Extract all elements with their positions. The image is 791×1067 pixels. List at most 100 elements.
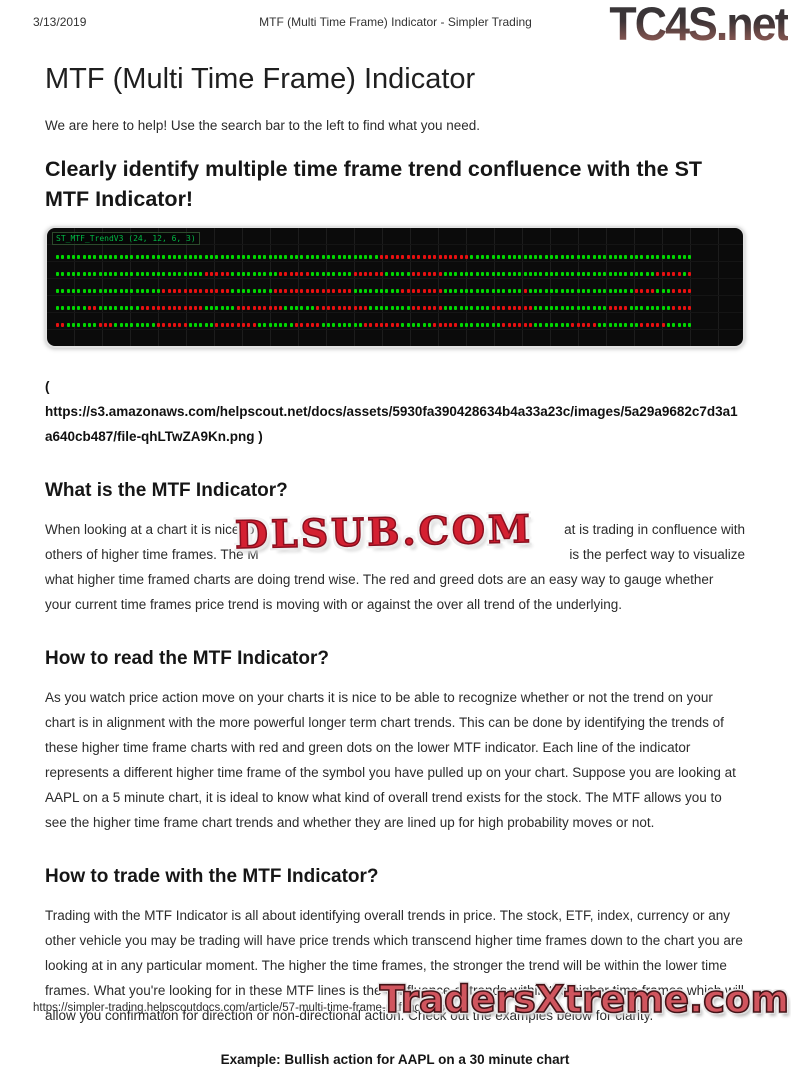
green-trend-dot	[560, 255, 564, 259]
green-trend-dot	[581, 306, 585, 310]
green-trend-dot	[119, 272, 123, 276]
green-trend-dot	[358, 255, 362, 259]
green-trend-dot	[215, 306, 219, 310]
red-trend-dot	[311, 323, 314, 327]
red-trend-dot	[98, 323, 102, 327]
green-trend-dot	[247, 255, 251, 259]
red-trend-dot	[215, 323, 219, 327]
red-trend-dot	[342, 289, 346, 293]
green-trend-dot	[119, 306, 123, 310]
green-trend-dot	[571, 272, 575, 276]
green-trend-dot	[289, 323, 293, 327]
green-trend-dot	[502, 272, 506, 276]
red-trend-dot	[507, 323, 511, 327]
green-trend-dot	[624, 323, 628, 327]
red-trend-dot	[326, 306, 330, 310]
green-trend-dot	[311, 272, 314, 276]
red-trend-dot	[226, 272, 229, 276]
green-trend-dot	[651, 255, 654, 259]
red-trend-dot	[401, 289, 405, 293]
green-trend-dot	[550, 306, 554, 310]
green-trend-dot	[353, 255, 357, 259]
red-trend-dot	[438, 323, 442, 327]
green-trend-dot	[109, 289, 113, 293]
red-trend-dot	[353, 306, 357, 310]
link-line[interactable]: https://s3.amazonaws.com/helpscout.net/d…	[45, 404, 738, 419]
green-trend-dot	[263, 272, 267, 276]
green-trend-dot	[645, 255, 649, 259]
green-trend-dot	[401, 306, 405, 310]
green-trend-dot	[544, 306, 548, 310]
green-trend-dot	[337, 323, 341, 327]
green-trend-dot	[130, 289, 134, 293]
red-trend-dot	[210, 289, 214, 293]
green-trend-dot	[87, 323, 91, 327]
red-trend-dot	[167, 323, 171, 327]
green-trend-dot	[146, 255, 150, 259]
red-trend-dot	[417, 289, 421, 293]
red-trend-dot	[661, 323, 665, 327]
tradersxtreme-watermark-logo: TradersXtreme.com	[379, 977, 790, 1022]
section-what-is-paragraph: DLSUB.COM When looking at a chart it is …	[45, 505, 745, 617]
paragraph-line: others of higher time frames. The M is t…	[45, 542, 745, 567]
green-trend-dot	[544, 289, 548, 293]
green-trend-dot	[151, 323, 155, 327]
red-trend-dot	[364, 272, 368, 276]
red-trend-dot	[443, 255, 447, 259]
green-trend-dot	[566, 289, 569, 293]
red-trend-dot	[459, 255, 463, 259]
green-trend-dot	[114, 306, 118, 310]
green-trend-dot	[629, 289, 633, 293]
red-trend-dot	[433, 272, 437, 276]
red-trend-dot	[608, 306, 612, 310]
link-line[interactable]: a640cb487/file-qhLTwZA9Kn.png )	[45, 429, 263, 444]
green-trend-dot	[390, 306, 394, 310]
green-trend-dot	[156, 289, 160, 293]
green-trend-dot	[619, 272, 623, 276]
green-trend-dot	[71, 255, 75, 259]
green-trend-dot	[167, 272, 171, 276]
red-trend-dot	[337, 306, 341, 310]
red-trend-dot	[284, 272, 288, 276]
red-trend-dot	[443, 323, 447, 327]
green-trend-dot	[295, 306, 299, 310]
green-trend-dot	[507, 255, 511, 259]
section-heading-what-is: What is the MTF Indicator?	[45, 480, 288, 501]
green-trend-dot	[613, 323, 617, 327]
green-trend-dot	[475, 255, 479, 259]
red-trend-dot	[204, 289, 208, 293]
green-trend-dot	[443, 306, 447, 310]
green-trend-dot	[87, 272, 91, 276]
line-fragment-right: at is trading in confluence with	[564, 522, 745, 537]
green-trend-dot	[406, 323, 410, 327]
red-trend-dot	[183, 323, 187, 327]
red-trend-dot	[449, 255, 453, 259]
green-trend-dot	[581, 289, 585, 293]
red-trend-dot	[512, 323, 516, 327]
green-trend-dot	[645, 272, 649, 276]
image-source-link[interactable]: ( https://s3.amazonaws.com/helpscout.net…	[45, 374, 745, 449]
red-trend-dot	[422, 289, 426, 293]
red-trend-dot	[332, 289, 336, 293]
red-trend-dot	[385, 255, 389, 259]
red-trend-dot	[167, 306, 171, 310]
green-trend-dot	[199, 272, 203, 276]
mtf-dot-row	[56, 255, 693, 259]
green-trend-dot	[587, 289, 591, 293]
green-trend-dot	[311, 255, 314, 259]
red-trend-dot	[178, 306, 182, 310]
red-trend-dot	[682, 289, 686, 293]
green-trend-dot	[162, 272, 166, 276]
link-line[interactable]: (	[45, 379, 50, 394]
red-trend-dot	[528, 306, 532, 310]
red-trend-dot	[199, 306, 203, 310]
red-trend-dot	[369, 272, 373, 276]
green-trend-dot	[539, 289, 543, 293]
red-trend-dot	[396, 255, 399, 259]
red-trend-dot	[311, 289, 314, 293]
red-trend-dot	[571, 323, 575, 327]
red-trend-dot	[411, 306, 415, 310]
green-trend-dot	[284, 255, 288, 259]
red-trend-dot	[316, 306, 320, 310]
red-trend-dot	[263, 306, 267, 310]
